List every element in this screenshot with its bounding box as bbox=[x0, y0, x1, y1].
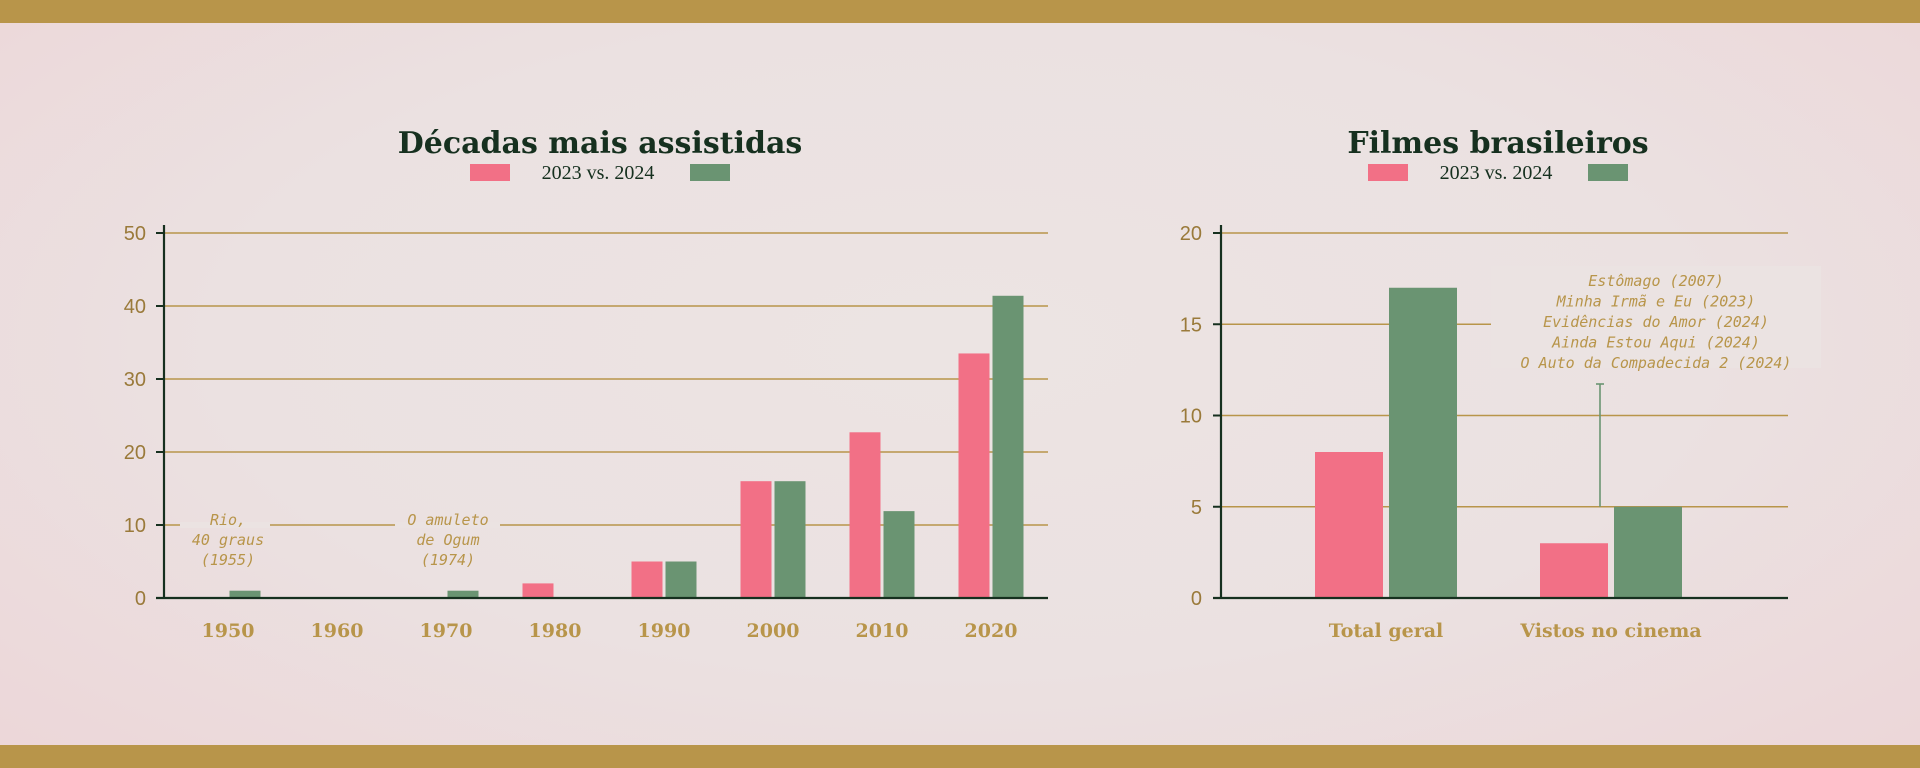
x-tick-label: 1990 bbox=[638, 620, 691, 642]
y-tick-label: 15 bbox=[1180, 314, 1202, 336]
chart-title: Filmes brasileiros bbox=[1347, 126, 1648, 161]
y-tick-label: 5 bbox=[1191, 497, 1202, 519]
bar-2024-vistos-no-cinema bbox=[1614, 506, 1682, 598]
bar-2023-2010 bbox=[849, 432, 881, 598]
y-tick-label: 40 bbox=[124, 296, 146, 318]
bar-2023-2020 bbox=[958, 353, 990, 598]
annotation-line: Evidências do Amor (2024) bbox=[1543, 313, 1769, 331]
annotation-line: de Ogum bbox=[416, 531, 479, 549]
annotation-line: Rio, bbox=[210, 511, 246, 529]
legend-swatch-2024 bbox=[690, 164, 730, 181]
annotation-mask bbox=[1491, 266, 1821, 368]
bar-2024-2020 bbox=[992, 295, 1024, 598]
annotation-mask bbox=[395, 522, 500, 528]
y-tick-label: 0 bbox=[135, 588, 146, 610]
bar-2023-1990 bbox=[631, 561, 663, 598]
bar-2024-1950 bbox=[229, 590, 261, 598]
bar-2023-vistos-no-cinema bbox=[1540, 543, 1608, 598]
annotation-line: (1955) bbox=[201, 551, 255, 569]
annotation-line: O Auto da Compadecida 2 (2024) bbox=[1521, 354, 1792, 372]
y-tick-label: 50 bbox=[124, 223, 146, 245]
x-tick-label: Total geral bbox=[1329, 620, 1443, 642]
top-border-band bbox=[0, 0, 1920, 23]
x-tick-label: 1980 bbox=[529, 620, 582, 642]
x-tick-label: 1970 bbox=[420, 620, 473, 642]
annotation-line: (1974) bbox=[421, 551, 475, 569]
bottom-border-band bbox=[0, 745, 1920, 768]
legend-label: 2023 vs. 2024 bbox=[542, 162, 655, 184]
bar-2023-1980 bbox=[522, 583, 554, 598]
bar-2024-1970 bbox=[447, 590, 479, 598]
legend-swatch-2024 bbox=[1588, 164, 1628, 181]
y-tick-label: 30 bbox=[124, 369, 146, 391]
bar-2024-2010 bbox=[883, 511, 915, 598]
bar-2024-total-geral bbox=[1389, 287, 1457, 598]
bar-2023-total-geral bbox=[1315, 452, 1383, 598]
annotation-line: Estômago (2007) bbox=[1588, 272, 1723, 290]
y-tick-label: 20 bbox=[124, 442, 146, 464]
y-tick-label: 0 bbox=[1191, 588, 1202, 610]
x-tick-label: 2020 bbox=[965, 620, 1018, 642]
annotation-line: O amuleto bbox=[407, 511, 488, 529]
x-tick-label: 1950 bbox=[202, 620, 255, 642]
annotation-line: 40 graus bbox=[192, 531, 264, 549]
bar-2023-2000 bbox=[740, 481, 772, 598]
y-tick-label: 10 bbox=[1180, 406, 1202, 428]
x-tick-label: 2010 bbox=[856, 620, 909, 642]
y-tick-label: 20 bbox=[1180, 223, 1202, 245]
legend-swatch-2023 bbox=[470, 164, 510, 181]
x-tick-label: 2000 bbox=[747, 620, 800, 642]
x-tick-label: 1960 bbox=[311, 620, 364, 642]
annotation-line: Minha Irmã e Eu (2023) bbox=[1556, 293, 1756, 311]
legend-swatch-2023 bbox=[1368, 164, 1408, 181]
bar-2024-1990 bbox=[665, 561, 697, 598]
annotation-line: Ainda Estou Aqui (2024) bbox=[1551, 334, 1760, 352]
bar-2024-2000 bbox=[774, 481, 806, 598]
x-tick-label: Vistos no cinema bbox=[1519, 620, 1701, 642]
y-tick-label: 10 bbox=[124, 515, 146, 537]
chart-title: Décadas mais assistidas bbox=[398, 126, 803, 161]
legend-label: 2023 vs. 2024 bbox=[1440, 162, 1553, 184]
annotation-mask bbox=[180, 522, 270, 528]
